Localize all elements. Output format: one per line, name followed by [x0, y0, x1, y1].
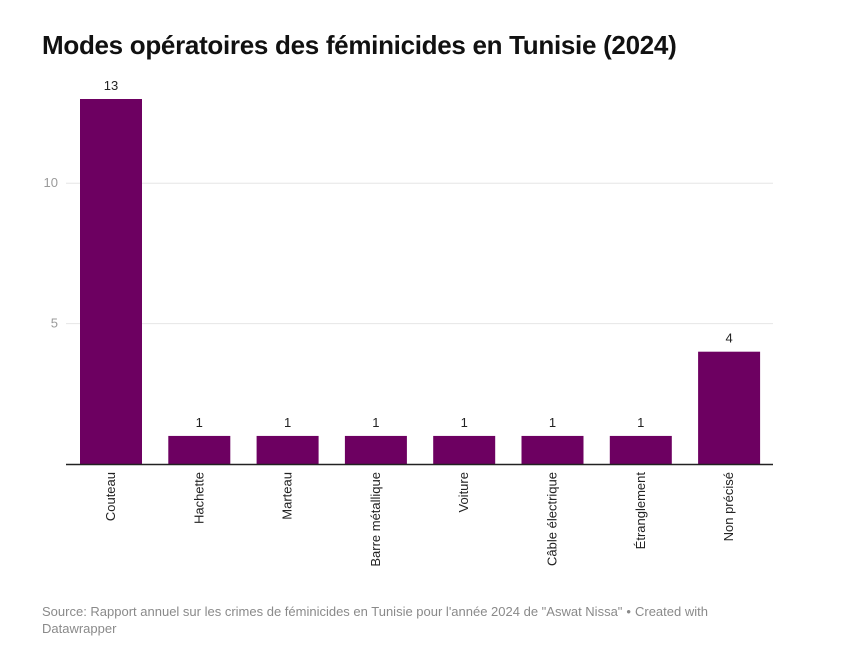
value-label-2: 1 [196, 415, 203, 430]
source-note: Source: Rapport annuel sur les crimes de… [42, 604, 623, 619]
category-label-2: Hachette [191, 472, 206, 524]
bar-7 [609, 435, 672, 464]
chart-footer: Source: Rapport annuel sur les crimes de… [42, 603, 762, 637]
y-tick-label-5: 5 [51, 316, 58, 331]
bar-5 [433, 435, 496, 464]
category-label-7: Étranglement [633, 472, 648, 550]
value-label-4: 1 [372, 415, 379, 430]
bar-3 [256, 435, 319, 464]
y-tick-label-10: 10 [44, 175, 58, 190]
value-label-7: 1 [637, 415, 644, 430]
category-label-1: Couteau [103, 472, 118, 521]
bar-6 [521, 435, 584, 464]
category-label-5: Voiture [456, 472, 471, 512]
category-label-8: Non précisé [721, 472, 736, 541]
value-label-1: 13 [104, 78, 118, 93]
category-label-4: Barre métallique [368, 472, 383, 567]
value-labels: 13 1 1 1 1 1 1 4 [104, 78, 733, 430]
value-label-8: 4 [725, 331, 732, 346]
footer-separator: • [626, 604, 631, 619]
bar-8 [698, 351, 761, 464]
y-tick-labels: 5 10 [44, 175, 58, 330]
bar-4 [344, 435, 407, 464]
category-label-6: Câble électrique [545, 472, 560, 566]
bar-1 [80, 99, 142, 464]
value-label-3: 1 [284, 415, 291, 430]
category-labels: Couteau Hachette Marteau Barre métallique Vo… [103, 472, 736, 567]
datawrapper-credit: Created with Datawrapper [42, 604, 708, 636]
value-label-6: 1 [549, 415, 556, 430]
bar-chart: 5 10 13 1 1 1 1 1 1 4 Couteau Hachette Marteau Barr… [44, 78, 773, 567]
category-label-3: Marteau [280, 472, 295, 520]
value-label-5: 1 [461, 415, 468, 430]
bar-2 [168, 435, 231, 464]
gridlines [66, 182, 773, 325]
chart-title: Modes opératoires des féminicides en Tun… [42, 30, 677, 60]
bars [80, 99, 761, 464]
